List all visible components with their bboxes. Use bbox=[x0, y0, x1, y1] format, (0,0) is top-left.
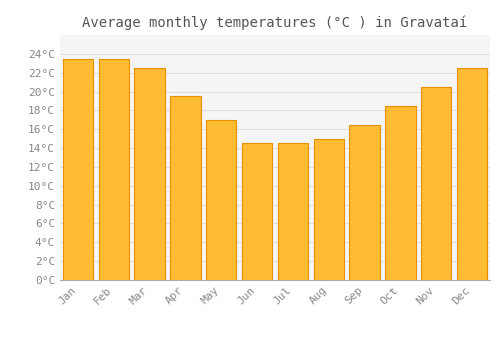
Bar bbox=[134, 68, 165, 280]
Bar bbox=[278, 144, 308, 280]
Bar bbox=[457, 68, 488, 280]
Bar bbox=[98, 58, 129, 280]
Bar bbox=[206, 120, 236, 280]
Bar bbox=[314, 139, 344, 280]
Bar bbox=[350, 125, 380, 280]
Title: Average monthly temperatures (°C ) in Gravataí: Average monthly temperatures (°C ) in Gr… bbox=[82, 15, 468, 30]
Bar bbox=[170, 96, 200, 280]
Bar bbox=[242, 144, 272, 280]
Bar bbox=[421, 87, 452, 280]
Bar bbox=[62, 58, 93, 280]
Bar bbox=[385, 106, 416, 280]
